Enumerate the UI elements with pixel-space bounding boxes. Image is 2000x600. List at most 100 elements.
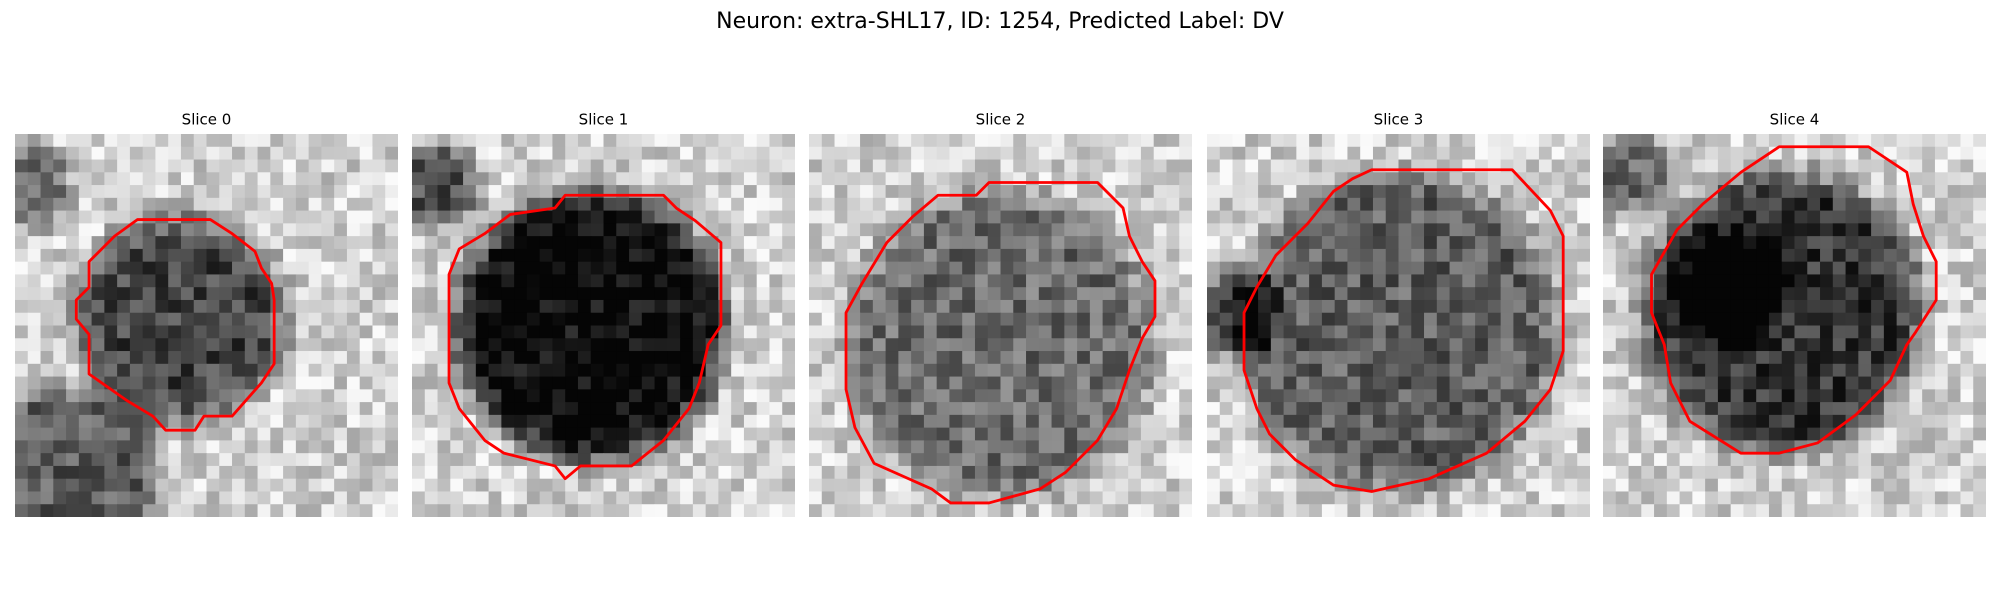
pixel [718, 453, 732, 467]
pixel [1309, 504, 1323, 517]
pixel [1934, 223, 1949, 237]
pixel [680, 274, 694, 288]
pixel [412, 248, 426, 263]
pixel [1296, 185, 1310, 199]
pixel [1526, 274, 1540, 288]
pixel [1166, 351, 1180, 365]
pixel [232, 351, 246, 365]
pixel [1051, 312, 1065, 327]
pixel [1909, 248, 1923, 263]
pixel [654, 236, 668, 250]
pixel [1871, 261, 1885, 275]
pixel [334, 185, 348, 199]
pixel [769, 427, 783, 441]
pixel [475, 325, 490, 339]
pixel [654, 351, 668, 365]
pixel [603, 210, 617, 224]
pixel [898, 402, 912, 416]
pixel [450, 376, 464, 390]
pixel [1564, 287, 1578, 301]
pixel [488, 376, 502, 390]
pixel [1360, 478, 1374, 492]
pixel [155, 414, 169, 429]
pixel [1462, 504, 1476, 517]
pixel [809, 338, 823, 352]
pixel [1705, 504, 1719, 517]
pixel [372, 338, 386, 352]
pixel [590, 236, 605, 250]
pixel [1077, 185, 1091, 199]
pixel [424, 363, 439, 378]
pixel [1347, 440, 1361, 454]
pixel [1449, 248, 1463, 263]
pixel [1347, 312, 1361, 327]
pixel [1179, 414, 1192, 429]
pixel [705, 440, 719, 454]
pixel [654, 453, 668, 467]
pixel [1730, 159, 1744, 173]
pixel [667, 185, 681, 199]
pixel [756, 248, 770, 263]
pixel [53, 236, 67, 250]
pixel [1807, 363, 1821, 378]
pixel [27, 351, 42, 365]
pixel [283, 351, 297, 365]
pixel [1309, 159, 1323, 173]
pixel [463, 389, 477, 403]
pixel [1140, 146, 1155, 161]
pixel [1934, 440, 1949, 454]
pixel [1334, 248, 1348, 263]
pixel [117, 185, 131, 199]
pixel [437, 351, 451, 365]
pixel [923, 210, 938, 224]
pixel [1845, 274, 1859, 288]
pixel [1309, 427, 1323, 441]
pixel [1628, 172, 1642, 186]
pixel [1411, 299, 1425, 314]
pixel [359, 223, 373, 237]
pixel [526, 351, 541, 365]
pixel [577, 248, 592, 263]
panel-title: Slice 3 [1374, 111, 1424, 129]
pixel [1934, 325, 1949, 339]
pixel [1654, 185, 1668, 199]
pixel [1858, 197, 1872, 212]
pixel [603, 389, 617, 403]
pixel [1245, 312, 1259, 327]
pixel [155, 389, 169, 403]
pixel [1347, 427, 1361, 441]
pixel [756, 146, 770, 161]
pixel [1026, 389, 1040, 403]
pixel [321, 134, 335, 148]
pixel [1577, 363, 1590, 378]
pixel [1564, 491, 1578, 505]
pixel [923, 338, 938, 352]
pixel [1128, 325, 1142, 339]
pixel [654, 197, 668, 212]
pixel [270, 351, 284, 365]
pixel [1385, 376, 1400, 390]
pixel [731, 274, 745, 288]
pixel [911, 427, 925, 441]
pixel [923, 363, 938, 378]
pixel [1603, 478, 1617, 492]
pixel [1666, 338, 1681, 352]
pixel [1207, 351, 1221, 365]
pixel [1500, 453, 1514, 467]
pixel [539, 146, 553, 161]
pixel [66, 261, 80, 275]
pixel [1128, 427, 1142, 441]
pixel [860, 172, 874, 186]
pixel [308, 172, 322, 186]
pixel [488, 287, 502, 301]
pixel [1896, 223, 1910, 237]
pixel [244, 134, 259, 148]
pixel [295, 312, 310, 327]
pixel [463, 312, 477, 327]
pixel [1128, 478, 1142, 492]
pixel [219, 287, 233, 301]
pixel [359, 185, 373, 199]
pixel [334, 351, 348, 365]
pixel [1768, 185, 1783, 199]
pixel [1858, 312, 1872, 327]
